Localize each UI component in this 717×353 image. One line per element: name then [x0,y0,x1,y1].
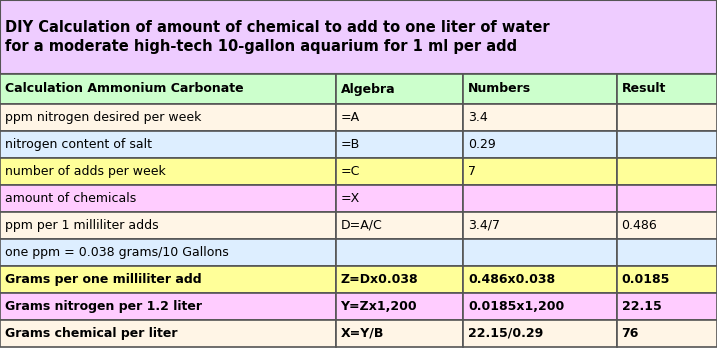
Bar [336,131,463,158]
Bar [463,104,617,131]
Bar [463,158,617,185]
Bar [617,158,717,185]
Text: 22.15: 22.15 [622,300,661,313]
Text: 0.0185x1,200: 0.0185x1,200 [468,300,564,313]
Text: DIY Calculation of amount of chemical to add to one liter of water
for a moderat: DIY Calculation of amount of chemical to… [5,20,550,54]
Text: 3.4: 3.4 [468,111,488,124]
Bar [0,293,336,320]
Bar [0,185,336,212]
Bar [0,0,717,74]
Bar [463,212,617,239]
Text: D=A/C: D=A/C [341,219,382,232]
Bar [463,131,617,158]
Text: 76: 76 [622,327,639,340]
Bar [0,131,336,158]
Bar [0,266,336,293]
Text: number of adds per week: number of adds per week [5,165,166,178]
Bar [0,104,336,131]
Text: Grams per one milliliter add: Grams per one milliliter add [5,273,201,286]
Text: 0.29: 0.29 [468,138,496,151]
Bar [463,239,617,266]
Bar [463,320,617,347]
Bar [0,212,336,239]
Text: Calculation Ammonium Carbonate: Calculation Ammonium Carbonate [5,83,244,96]
Text: Numbers: Numbers [468,83,531,96]
Text: Algebra: Algebra [341,83,395,96]
Text: one ppm = 0.038 grams/10 Gallons: one ppm = 0.038 grams/10 Gallons [5,246,229,259]
Text: amount of chemicals: amount of chemicals [5,192,136,205]
Bar [617,74,717,104]
Bar [336,293,463,320]
Bar [336,158,463,185]
Bar [336,266,463,293]
Text: X=Y/B: X=Y/B [341,327,384,340]
Text: 0.486: 0.486 [622,219,657,232]
Bar [0,320,336,347]
Text: =B: =B [341,138,360,151]
Bar [617,320,717,347]
Bar [463,74,617,104]
Text: Grams chemical per liter: Grams chemical per liter [5,327,178,340]
Text: Y=Zx1,200: Y=Zx1,200 [341,300,417,313]
Bar [336,239,463,266]
Bar [336,212,463,239]
Text: 0.486x0.038: 0.486x0.038 [468,273,555,286]
Bar [0,0,717,74]
Text: =C: =C [341,165,360,178]
Text: 7: 7 [468,165,476,178]
Bar [617,212,717,239]
Bar [0,239,336,266]
Bar [617,185,717,212]
Text: ppm nitrogen desired per week: ppm nitrogen desired per week [5,111,201,124]
Bar [617,266,717,293]
Text: Grams nitrogen per 1.2 liter: Grams nitrogen per 1.2 liter [5,300,202,313]
Bar [463,185,617,212]
Bar [463,266,617,293]
Bar [617,104,717,131]
Bar [617,293,717,320]
Text: 3.4/7: 3.4/7 [468,219,500,232]
Text: =X: =X [341,192,360,205]
Text: 0.0185: 0.0185 [622,273,670,286]
Bar [0,74,336,104]
Bar [336,74,463,104]
Text: 22.15/0.29: 22.15/0.29 [468,327,543,340]
Text: Z=Dx0.038: Z=Dx0.038 [341,273,418,286]
Text: =A: =A [341,111,360,124]
Bar [0,158,336,185]
Text: ppm per 1 milliliter adds: ppm per 1 milliliter adds [5,219,158,232]
Text: Result: Result [622,83,666,96]
Bar [336,320,463,347]
Bar [463,293,617,320]
Bar [617,239,717,266]
Bar [617,131,717,158]
Bar [336,104,463,131]
Bar [336,185,463,212]
Text: nitrogen content of salt: nitrogen content of salt [5,138,152,151]
